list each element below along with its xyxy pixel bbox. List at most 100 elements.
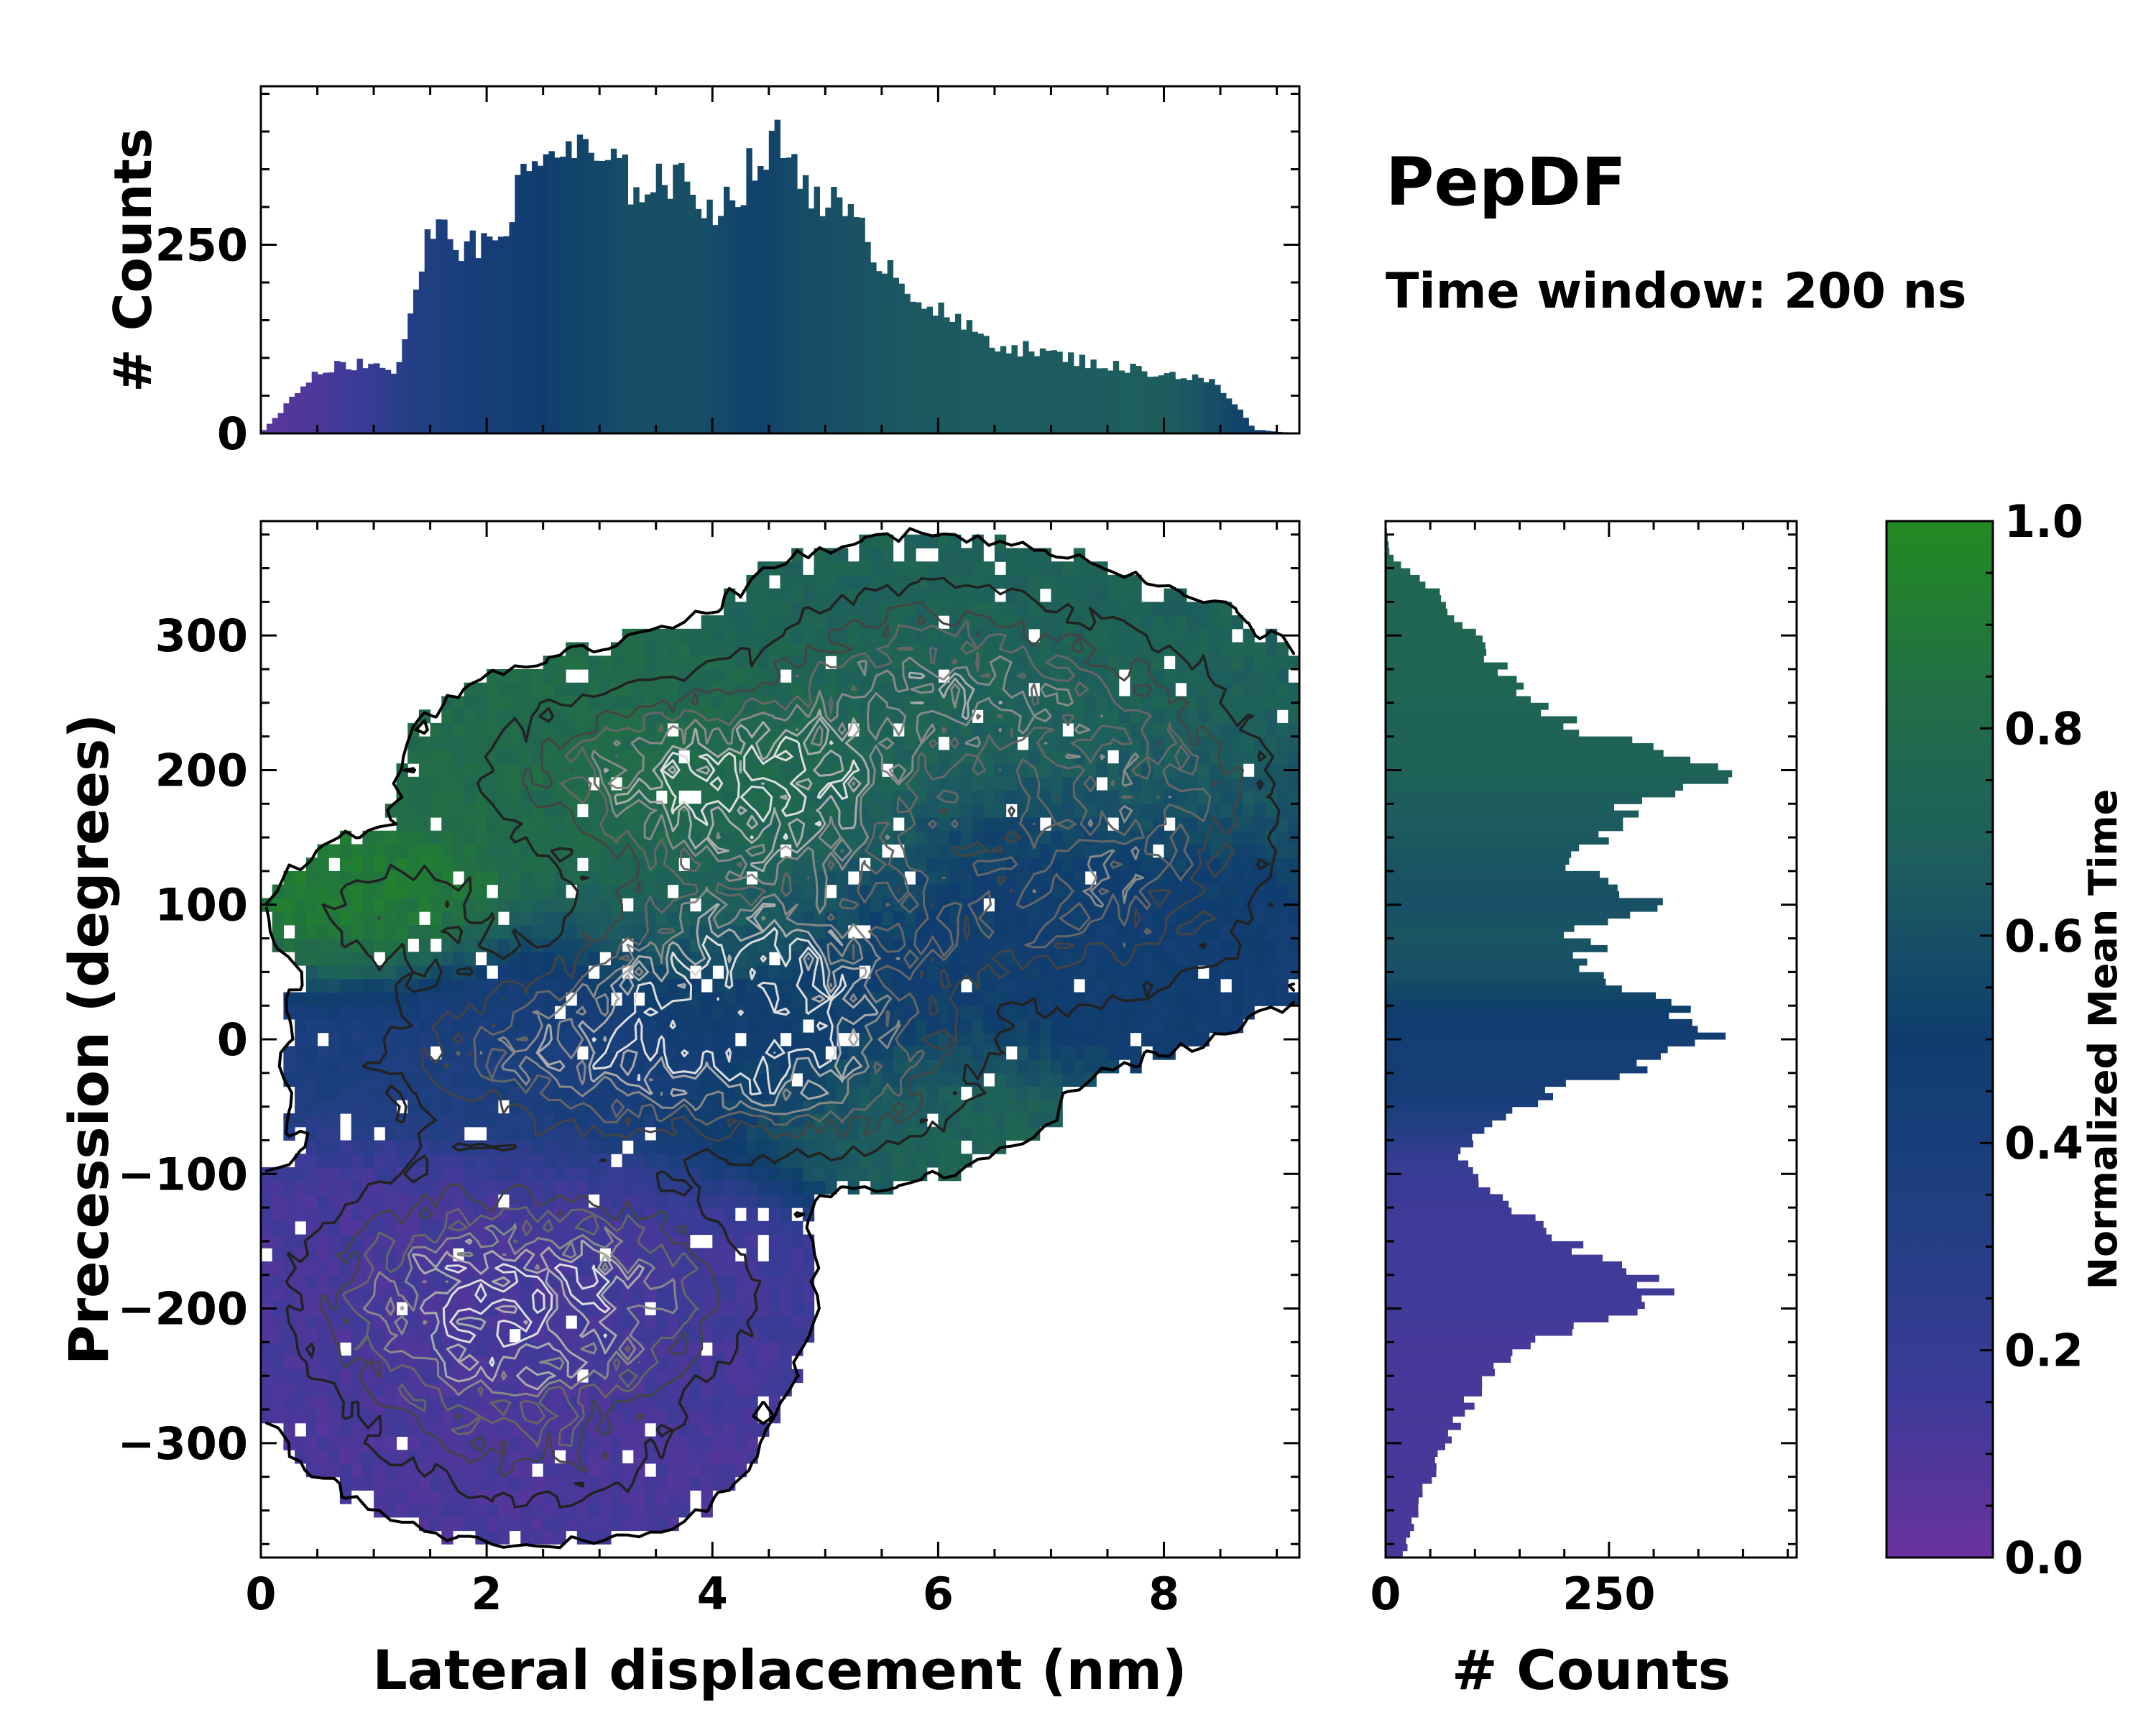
heatmap-cell <box>791 993 803 1006</box>
heatmap-cell <box>1232 898 1243 911</box>
heatmap-cell <box>340 1141 351 1154</box>
heatmap-cell <box>566 1127 577 1141</box>
heatmap-cell <box>1017 979 1028 993</box>
heatmap-cell <box>633 911 645 925</box>
heatmap-cell <box>1040 925 1051 939</box>
heatmap-cell <box>464 777 476 791</box>
heatmap-cell <box>690 1019 701 1033</box>
heatmap-cell <box>927 1141 939 1154</box>
heatmap-cell <box>1220 791 1232 804</box>
heatmap-cell <box>882 939 893 952</box>
heatmap-cell <box>543 925 555 939</box>
right-histogram-bar <box>1386 1396 1464 1403</box>
heatmap-cell <box>791 763 803 777</box>
heatmap-cell <box>1243 669 1255 683</box>
top-histogram-bar <box>459 261 464 433</box>
heatmap-cell <box>995 939 1006 952</box>
heatmap-cell <box>362 1033 374 1046</box>
heatmap-cell <box>318 1006 329 1019</box>
right-histogram-bar <box>1386 1497 1419 1504</box>
heatmap-cell <box>554 979 566 993</box>
heatmap-cell <box>498 696 510 710</box>
heatmap-cell <box>1209 993 1220 1006</box>
right-histogram-bar <box>1386 1127 1484 1134</box>
heatmap-cell <box>1164 629 1176 643</box>
heatmap-cell <box>712 1019 724 1033</box>
right-histogram-bar <box>1386 575 1420 582</box>
heatmap-cell <box>1006 898 1018 911</box>
heatmap-cell <box>803 1181 814 1195</box>
heatmap-cell <box>837 911 848 925</box>
heatmap-cell <box>757 1356 769 1369</box>
heatmap-cell <box>972 817 984 831</box>
heatmap-cell <box>328 1033 340 1046</box>
heatmap-cell <box>374 1329 385 1343</box>
heatmap-cell <box>318 857 329 871</box>
heatmap-cell <box>735 1275 747 1289</box>
heatmap-cell <box>589 1463 600 1477</box>
heatmap-cell <box>487 1006 498 1019</box>
heatmap-cell <box>599 911 611 925</box>
heatmap-cell <box>397 898 408 911</box>
heatmap-cell <box>712 629 724 643</box>
heatmap-cell <box>475 1477 487 1491</box>
top-histogram-bar <box>955 314 961 433</box>
heatmap-cell <box>1277 831 1289 845</box>
heatmap-cell <box>589 1517 600 1531</box>
heatmap-cell <box>295 1167 306 1181</box>
heatmap-cell <box>362 1006 374 1019</box>
heatmap-cell <box>599 737 611 750</box>
heatmap-cell <box>374 993 385 1006</box>
heatmap-cell <box>938 777 949 791</box>
right-histogram-bar <box>1386 1013 1669 1020</box>
heatmap-cell <box>724 1329 735 1343</box>
heatmap-cell <box>690 1463 701 1477</box>
heatmap-cell <box>520 1019 532 1033</box>
heatmap-cell <box>814 561 826 575</box>
heatmap-cell <box>351 1127 363 1141</box>
heatmap-cell <box>1028 561 1040 575</box>
heatmap-cell <box>554 817 566 831</box>
right-histogram-bar <box>1386 1517 1411 1524</box>
heatmap-cell <box>1119 589 1130 602</box>
heatmap-cell <box>724 1141 735 1154</box>
heatmap-cell <box>1243 791 1255 804</box>
right-histogram-bar <box>1386 797 1642 804</box>
top-histogram-bar <box>1102 368 1107 433</box>
heatmap-cell <box>1277 939 1289 952</box>
heatmap-cell <box>475 965 487 979</box>
heatmap-cell <box>475 1113 487 1127</box>
top-histogram-bar <box>340 362 346 433</box>
heatmap-cell <box>1074 1059 1085 1073</box>
heatmap-cell <box>938 1100 949 1113</box>
heatmap-cell <box>1277 737 1289 750</box>
heatmap-cell <box>746 1383 757 1397</box>
top-histogram-bar <box>323 373 328 434</box>
heatmap-cell <box>1017 1113 1028 1127</box>
heatmap-cell <box>1243 831 1255 845</box>
heatmap-cell <box>904 1100 916 1113</box>
heatmap-cell <box>995 1073 1006 1087</box>
heatmap-cell <box>272 1235 284 1248</box>
heatmap-cell <box>498 1531 510 1545</box>
heatmap-cell <box>261 1342 272 1356</box>
main-xtick-label: 6 <box>923 1568 954 1620</box>
heatmap-cell <box>419 1450 430 1463</box>
top-histogram-bar <box>430 239 436 433</box>
heatmap-cell <box>690 1275 701 1289</box>
heatmap-cell <box>464 1073 476 1087</box>
heatmap-cell <box>1062 1033 1074 1046</box>
heatmap-cell <box>904 750 916 763</box>
right-histogram-bar <box>1386 1363 1493 1370</box>
heatmap-cell <box>1130 1019 1141 1033</box>
heatmap-cell <box>622 696 634 710</box>
heatmap-cell <box>1062 1019 1074 1033</box>
heatmap-cell <box>983 750 995 763</box>
heatmap-cell <box>1119 656 1130 669</box>
heatmap-cell <box>1266 643 1277 656</box>
heatmap-cell <box>385 911 397 925</box>
heatmap-cell <box>645 750 656 763</box>
heatmap-cell <box>1187 1019 1198 1033</box>
heatmap-cell <box>475 871 487 885</box>
heatmap-cell <box>577 1167 589 1181</box>
